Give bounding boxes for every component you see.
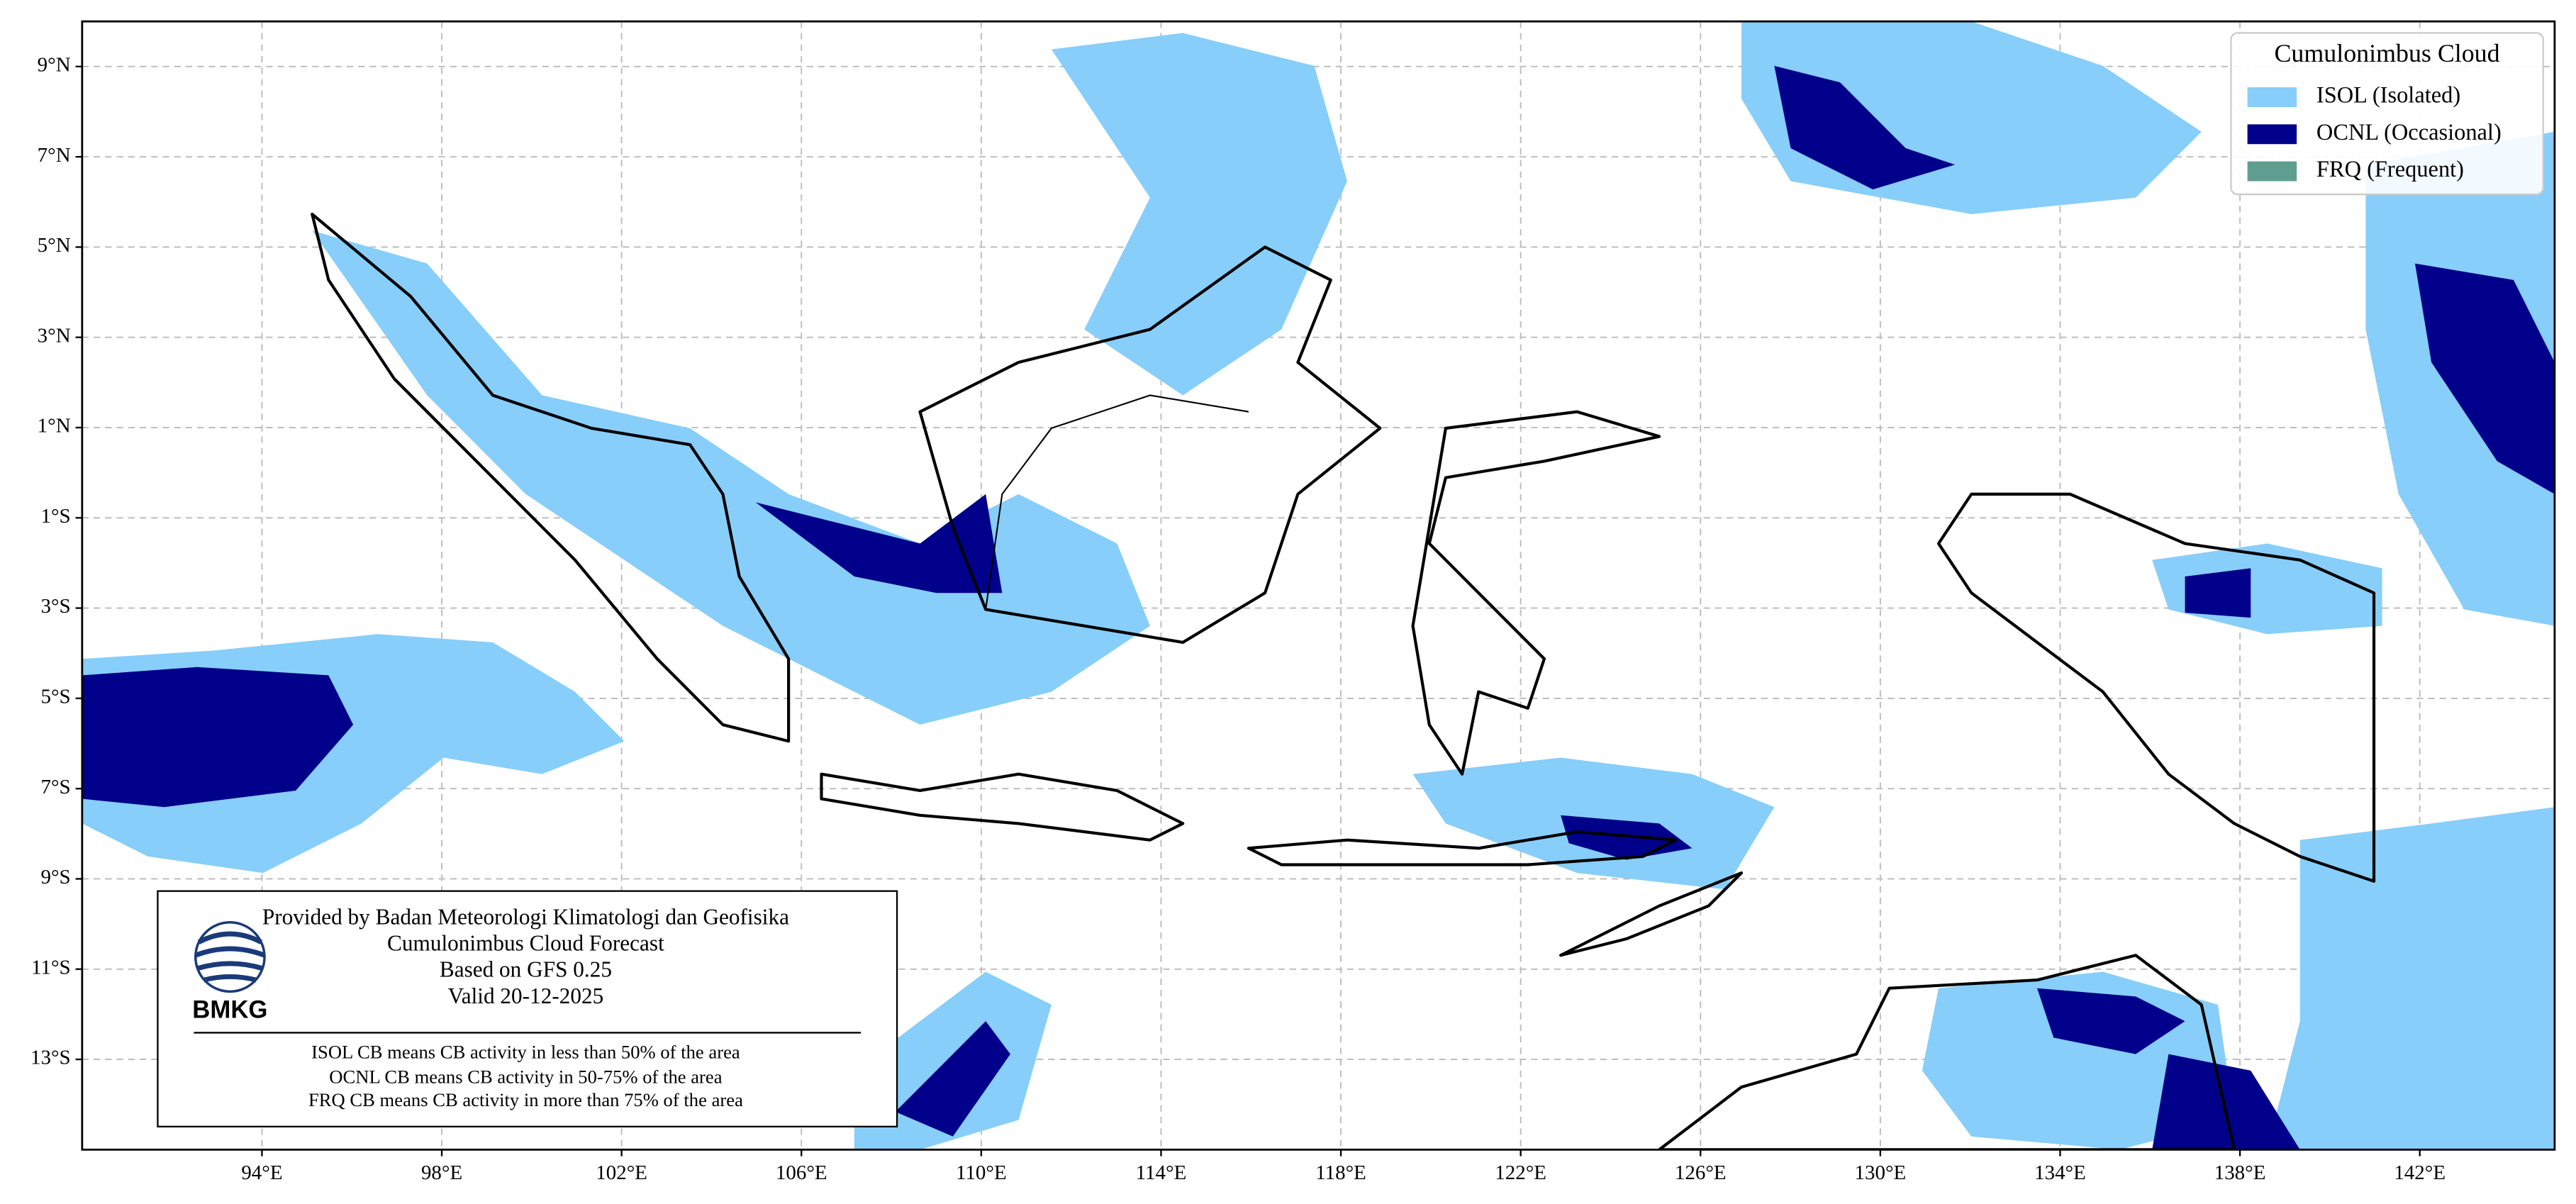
cloud-area [895,1021,1010,1137]
x-tick-label: 130°E [1855,1161,1907,1184]
x-tick-label: 122°E [1495,1161,1546,1184]
y-tick-label: 5°S [40,686,70,708]
y-tick-label: 7°S [40,776,70,798]
legend-box [2230,32,2544,196]
coastline [820,772,1185,842]
info-box: BMKG Provided by Badan Meteorologi Klima… [157,890,898,1127]
cloud-area [1051,33,1347,396]
cloud-area [312,230,1150,725]
x-tick-label: 134°E [2034,1161,2086,1184]
coastline [1658,954,2236,1150]
legend-swatch [2247,87,2297,107]
y-tick-label: 3°N [38,324,71,347]
cloud-area [2267,807,2555,1150]
cloud-area [2414,263,2555,494]
info-line: Based on GFS 0.25 [440,957,612,982]
y-tick-label: 9°N [38,53,71,76]
y-tick-label: 13°S [30,1047,71,1069]
info-line: Provided by Badan Meteorologi Klimatolog… [262,904,789,929]
cloud-area [82,667,354,808]
cloud-area [2037,988,2185,1054]
coastline [1411,410,1661,776]
info-note: FRQ CB means CB activity in more than 75… [308,1089,743,1110]
y-tick-label: 1°S [40,505,70,528]
x-tick-label: 110°E [956,1161,1007,1184]
x-tick-label: 106°E [776,1161,827,1184]
coastline [1247,830,1678,866]
info-line: Cumulonimbus Cloud Forecast [387,930,664,955]
logo: BMKG [192,921,267,1023]
logo-waves [194,931,266,983]
legend-title: Cumulonimbus Cloud [2275,39,2500,67]
legend-label: FRQ (Frequent) [2316,157,2464,182]
axis-ticks: 94°E 98°E 102°E 106°E 110°E 114°E 118°E 122°E 12… [30,53,2446,1183]
cloud-layer [82,21,2555,1150]
y-tick-label: 9°S [40,866,70,888]
info-line: Valid 20-12-2025 [448,983,604,1008]
cloud-area [1774,65,1956,190]
x-tick-label: 126°E [1675,1161,1727,1184]
coastline [311,212,791,743]
cloud-area [2185,568,2251,618]
border [985,394,2375,881]
legend: Cumulonimbus Cloud ISOL (Isolated) OCNL (… [2230,32,2544,196]
x-tick-label: 94°E [241,1161,282,1184]
y-tick-label: 1°N [38,415,71,437]
legend-label: OCNL (Occasional) [2316,120,2502,145]
coastline [918,245,1382,645]
legend-label: ISOL (Isolated) [2316,82,2460,108]
x-tick-label: 98°E [421,1161,462,1184]
y-tick-label: 11°S [31,956,71,979]
cloud-area [755,494,1003,593]
info-note: ISOL CB means CB activity in less than 5… [311,1042,740,1063]
coastline [1559,871,1744,957]
x-tick-label: 142°E [2394,1161,2446,1184]
info-note: OCNL CB means CB activity in 50-75% of t… [329,1066,722,1088]
y-tick-label: 5°N [38,234,71,257]
x-tick-label: 138°E [2214,1161,2266,1184]
legend-swatch [2247,161,2297,182]
cloud-area [2152,1054,2300,1150]
coastline [1936,492,2376,883]
x-tick-label: 114°E [1136,1161,1187,1184]
x-tick-label: 102°E [596,1161,647,1184]
legend-items: ISOL (Isolated) OCNL (Occasional) FRQ (Fre… [2247,82,2502,182]
map-frame [81,20,2556,1151]
coastlines [311,212,2376,1150]
y-tick-label: 3°S [40,595,70,618]
x-tick-label: 118°E [1315,1161,1366,1184]
y-tick-label: 7°N [38,144,71,167]
legend-swatch [2247,124,2297,145]
logo-mark [194,921,266,993]
logo-text: BMKG [192,996,267,1023]
info-frame [157,890,898,1127]
